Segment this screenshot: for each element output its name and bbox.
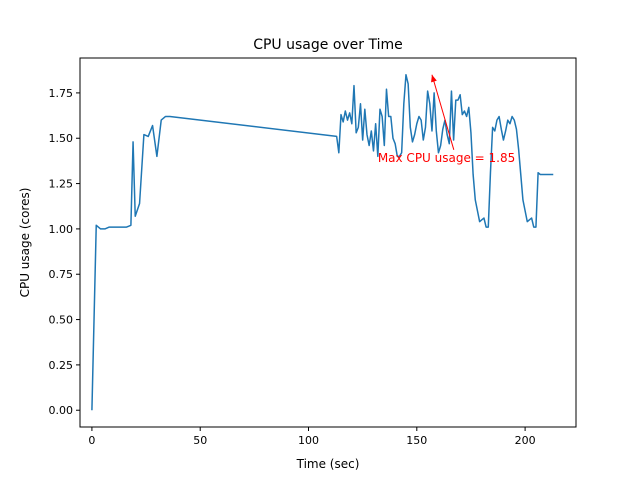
y-tick-label: 1.50 <box>49 132 74 145</box>
cpu-usage-line <box>91 74 554 411</box>
x-axis: 0 50 100 150 200 <box>88 427 536 447</box>
plot-frame <box>79 57 577 428</box>
y-tick-label: 0.75 <box>49 268 74 281</box>
x-tick-label: 150 <box>406 434 427 447</box>
y-tick-label: 0.25 <box>49 359 74 372</box>
x-tick-label: 100 <box>298 434 319 447</box>
y-axis: 0.00 0.25 0.50 0.75 1.00 1.25 1.50 1.75 <box>49 87 80 417</box>
y-tick-label: 0.00 <box>49 404 74 417</box>
plot-area: Max CPU usage = 1.85 <box>79 57 577 428</box>
annotation-arrow-head <box>431 74 437 83</box>
x-axis-title: Time (sec) <box>296 457 360 471</box>
x-tick-label: 0 <box>88 434 95 447</box>
y-tick-label: 0.50 <box>49 314 74 327</box>
chart-title: CPU usage over Time <box>253 37 403 53</box>
y-tick-label: 1.25 <box>49 178 74 191</box>
y-tick-label: 1.75 <box>49 87 74 100</box>
max-usage-annotation: Max CPU usage = 1.85 <box>378 151 515 165</box>
x-tick-label: 50 <box>193 434 207 447</box>
x-tick-label: 200 <box>515 434 536 447</box>
y-axis-title: CPU usage (cores) <box>18 188 32 298</box>
annotation-arrow-line <box>431 74 455 150</box>
annotation-layer: Max CPU usage = 1.85 <box>378 74 515 165</box>
series-layer <box>91 74 554 411</box>
y-tick-label: 1.00 <box>49 223 74 236</box>
